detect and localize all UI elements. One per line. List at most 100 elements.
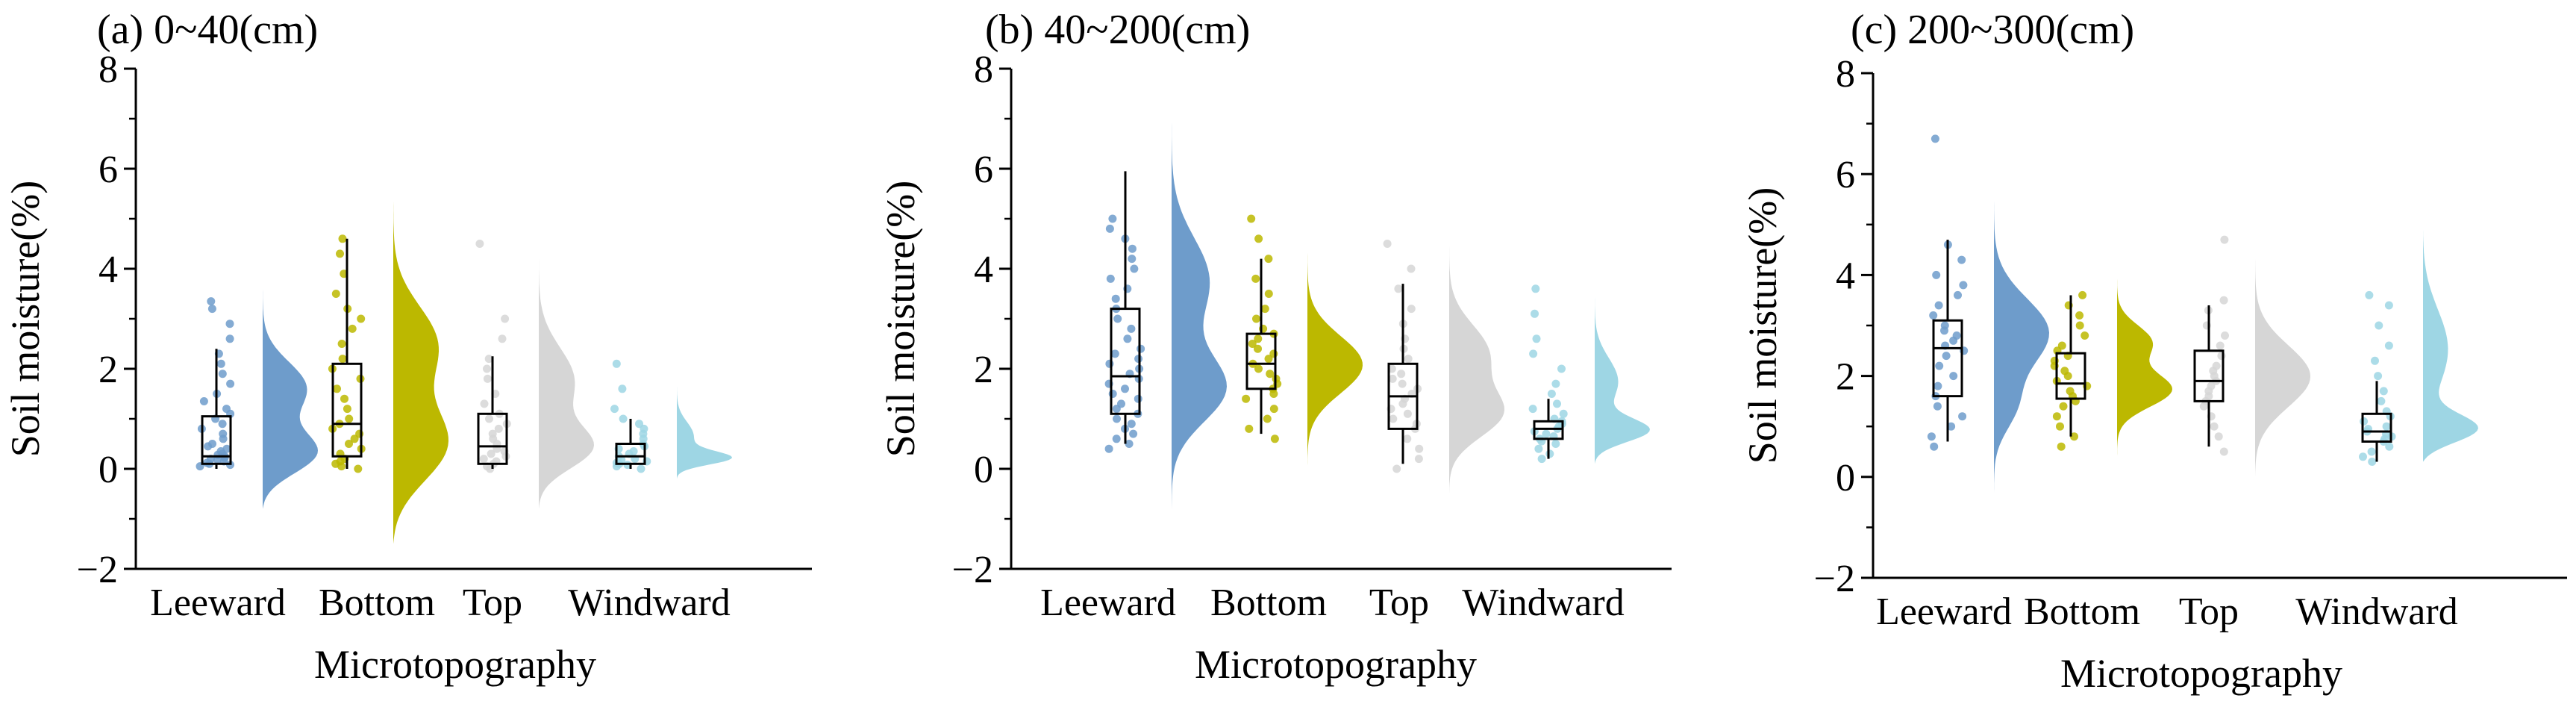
data-point (2207, 381, 2216, 390)
data-point (1932, 270, 1941, 279)
data-point (1254, 364, 1263, 373)
data-point (1111, 294, 1120, 303)
data-point (357, 314, 366, 323)
data-point (1113, 314, 1122, 323)
data-point (222, 444, 231, 453)
data-point (1547, 390, 1556, 398)
data-point (1245, 424, 1254, 433)
x-tick-label: Bottom (1210, 582, 1327, 624)
series-windward (1528, 269, 1650, 464)
data-point (2210, 422, 2219, 431)
x-tick-label: Windward (568, 582, 730, 624)
y-tick-label: 6 (1836, 154, 1855, 196)
box-iqr (1932, 319, 1963, 398)
data-point (2365, 290, 2374, 299)
series-bottom (328, 158, 448, 544)
data-point (1128, 255, 1137, 264)
data-point (2075, 321, 2084, 330)
data-point (637, 464, 645, 473)
data-point (494, 424, 503, 433)
data-point (1247, 214, 1256, 223)
box-iqr (1245, 332, 1277, 390)
data-point (1551, 440, 1560, 448)
x-tick-label: Top (463, 582, 522, 624)
data-point (1930, 442, 1939, 451)
y-tick-label: 8 (1836, 53, 1855, 96)
data-point (2219, 447, 2228, 456)
data-point (2214, 432, 2223, 441)
density-bottom (1307, 178, 1363, 469)
data-point (2220, 235, 2229, 244)
data-point (1269, 405, 1278, 414)
data-point (1414, 455, 1423, 464)
x-tick-label: Bottom (319, 582, 435, 624)
density-leeward (1172, 93, 1227, 519)
data-point (475, 240, 484, 248)
data-point (1397, 370, 1406, 379)
data-point (1104, 444, 1113, 453)
data-point (225, 334, 234, 343)
y-tick-label: 4 (974, 249, 993, 291)
data-point (1559, 409, 1568, 418)
data-point (1252, 314, 1260, 323)
data-point (225, 320, 234, 328)
data-point (1106, 274, 1115, 283)
data-point (1134, 394, 1142, 403)
data-point (1269, 349, 1278, 358)
data-point (498, 334, 507, 343)
y-tick-label: 8 (99, 49, 118, 91)
x-tick-label: Top (2179, 591, 2239, 633)
data-point (1927, 432, 1936, 441)
data-point (1387, 364, 1396, 373)
data-point (1264, 290, 1273, 298)
data-point (485, 414, 493, 423)
data-point (1121, 384, 1129, 393)
data-point (1270, 434, 1279, 443)
y-axis-label: Soil moisture(%) (878, 181, 923, 457)
density-windward (2423, 229, 2478, 462)
data-point (488, 429, 497, 438)
data-point (2359, 452, 2367, 461)
chart-panel-2: (b) 40~200(cm) −2 0 2 4 6 8 Soil moisture(%) Mic… (878, 7, 1672, 687)
data-point (1954, 290, 1962, 299)
data-point (1112, 434, 1121, 443)
data-point (2219, 296, 2228, 305)
data-point (2379, 387, 2388, 396)
data-point (2066, 387, 2075, 396)
density-top (2255, 204, 2310, 477)
series-leeward (196, 258, 318, 509)
data-point (1534, 444, 1543, 453)
data-point (483, 374, 492, 383)
data-point (1407, 264, 1416, 273)
data-point (487, 449, 495, 458)
data-point (340, 394, 348, 403)
density-windward (677, 349, 732, 479)
data-point (1260, 305, 1269, 314)
data-point (343, 405, 351, 414)
box-iqr (477, 412, 508, 465)
y-tick-label: −2 (1814, 558, 1855, 600)
y-tick-label: 0 (1836, 457, 1855, 499)
y-tick-label: 4 (1836, 255, 1855, 297)
data-point (1264, 255, 1273, 264)
data-point (635, 420, 643, 429)
x-tick-label: Leeward (1040, 582, 1176, 624)
data-point (348, 324, 357, 333)
x-tick-label: Leeward (150, 582, 286, 624)
y-tick-label: 0 (974, 449, 993, 491)
data-point (483, 364, 491, 373)
y-tick-label: 2 (974, 349, 993, 391)
series-top (2193, 204, 2310, 477)
series-windward (610, 349, 732, 479)
data-point (1128, 244, 1137, 253)
data-point (2217, 352, 2226, 361)
data-point (345, 414, 354, 423)
data-point (1531, 309, 1539, 318)
box-iqr (1110, 308, 1141, 415)
data-point (1942, 352, 1951, 361)
y-tick-label: −2 (77, 549, 118, 591)
data-point (1403, 409, 1412, 418)
x-axis-label: Microtopography (1195, 642, 1477, 687)
data-point (1404, 355, 1413, 364)
data-point (2368, 458, 2377, 466)
